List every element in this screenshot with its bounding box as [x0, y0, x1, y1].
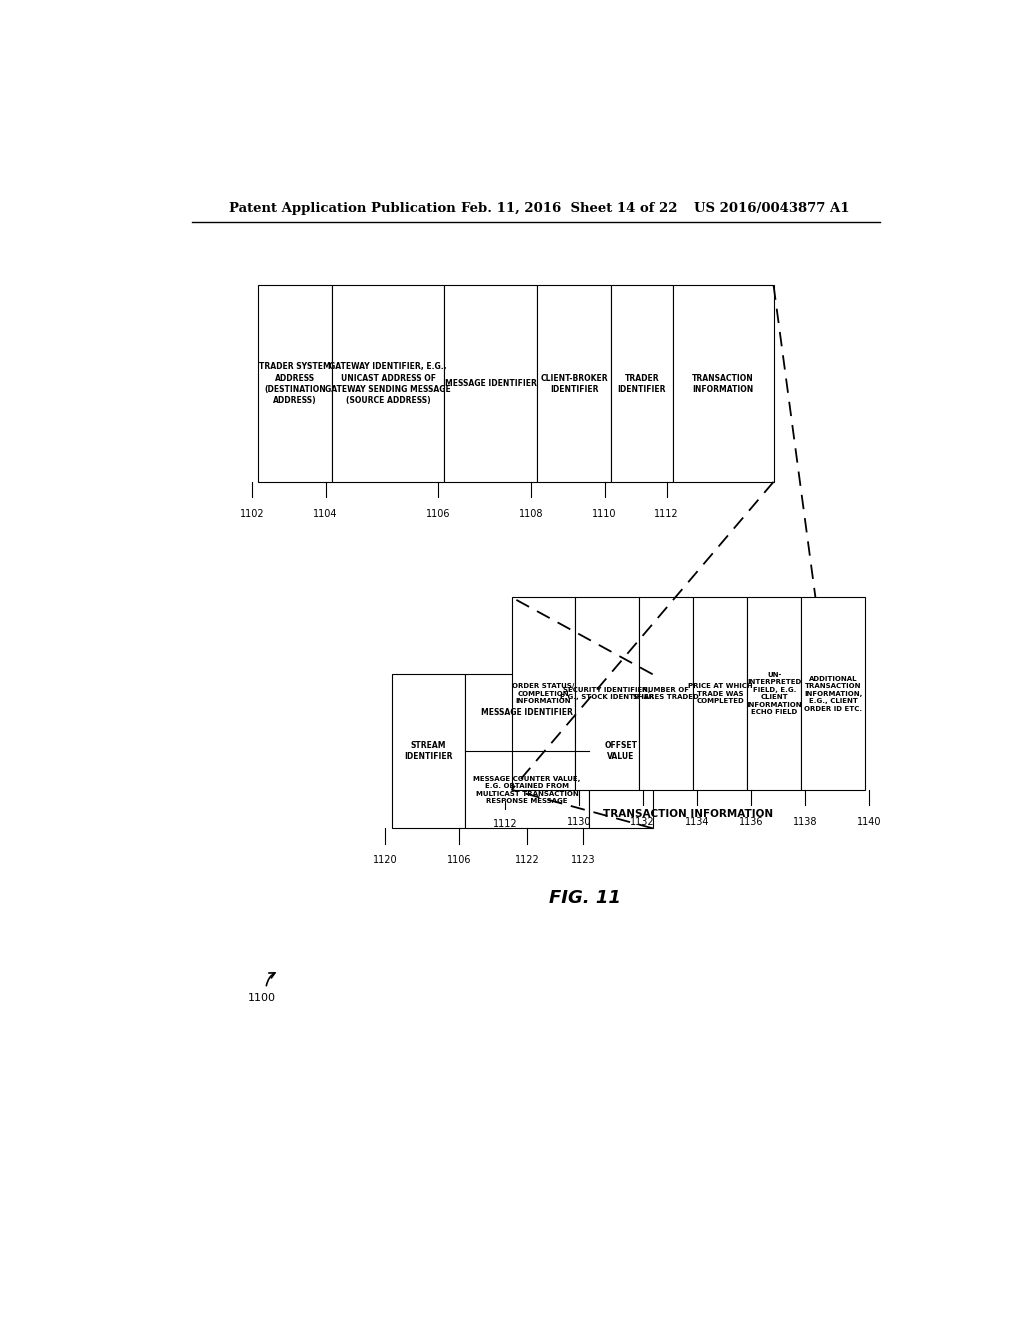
- Bar: [693, 597, 748, 789]
- Text: STREAM
IDENTIFIER: STREAM IDENTIFIER: [404, 742, 453, 762]
- Text: NUMBER OF
SHARES TRADED: NUMBER OF SHARES TRADED: [633, 686, 698, 701]
- Bar: [802, 597, 865, 789]
- Text: 1106: 1106: [446, 855, 471, 865]
- Bar: [639, 597, 693, 789]
- Text: 1132: 1132: [631, 817, 655, 826]
- Bar: [332, 285, 444, 482]
- Bar: [748, 597, 802, 789]
- Text: 1112: 1112: [654, 508, 679, 519]
- Text: TRANSACTION
INFORMATION: TRANSACTION INFORMATION: [692, 374, 754, 393]
- Text: 1112: 1112: [494, 818, 518, 829]
- Bar: [673, 285, 773, 482]
- Bar: [589, 675, 652, 829]
- Text: MESSAGE IDENTIFIER: MESSAGE IDENTIFIER: [481, 709, 573, 717]
- Text: TRANSACTION INFORMATION: TRANSACTION INFORMATION: [603, 809, 773, 818]
- Text: 1100: 1100: [248, 993, 276, 1003]
- Bar: [538, 285, 611, 482]
- Text: 1140: 1140: [857, 817, 881, 826]
- Text: Patent Application Publication: Patent Application Publication: [228, 202, 456, 215]
- Bar: [611, 285, 673, 482]
- Text: 1108: 1108: [519, 508, 544, 519]
- Text: TRADER
IDENTIFIER: TRADER IDENTIFIER: [617, 374, 666, 393]
- Text: 1130: 1130: [567, 817, 591, 826]
- Text: 1138: 1138: [794, 817, 817, 826]
- Bar: [575, 597, 639, 789]
- Text: FIG. 11: FIG. 11: [549, 888, 622, 907]
- Text: MESSAGE COUNTER VALUE,
E.G. OBTAINED FROM
MULTICAST TRANSACTION
RESPONSE MESSAGE: MESSAGE COUNTER VALUE, E.G. OBTAINED FRO…: [473, 776, 581, 804]
- Text: 1104: 1104: [313, 508, 338, 519]
- Bar: [258, 285, 332, 482]
- Text: UN-
INTERPRETED
FIELD, E.G.
CLIENT
INFORMATION
ECHO FIELD: UN- INTERPRETED FIELD, E.G. CLIENT INFOR…: [746, 672, 802, 715]
- Text: 1106: 1106: [426, 508, 451, 519]
- Text: 1102: 1102: [240, 508, 264, 519]
- Bar: [444, 285, 538, 482]
- Text: 1136: 1136: [739, 817, 763, 826]
- Text: TRADER SYSTEM
ADDRESS
(DESTINATION
ADDRESS): TRADER SYSTEM ADDRESS (DESTINATION ADDRE…: [259, 363, 331, 405]
- Text: OFFSET
VALUE: OFFSET VALUE: [604, 742, 637, 762]
- Text: ORDER STATUS/
COMPLETION
INFORMATION: ORDER STATUS/ COMPLETION INFORMATION: [512, 682, 574, 704]
- Text: PRICE AT WHICH
TRADE WAS
COMPLETED: PRICE AT WHICH TRADE WAS COMPLETED: [688, 682, 753, 704]
- Text: 1134: 1134: [685, 817, 709, 826]
- Text: 1122: 1122: [515, 855, 540, 865]
- Text: 1120: 1120: [373, 855, 397, 865]
- Text: SECURITY IDENTIFIER,
E.G., STOCK IDENTIFIER: SECURITY IDENTIFIER, E.G., STOCK IDENTIF…: [560, 686, 654, 701]
- Text: ADDITIONAL
TRANSACTION
INFORMATION,
E.G., CLIENT
ORDER ID ETC.: ADDITIONAL TRANSACTION INFORMATION, E.G.…: [804, 676, 862, 711]
- Text: MESSAGE IDENTIFIER: MESSAGE IDENTIFIER: [444, 379, 537, 388]
- Text: 1123: 1123: [570, 855, 595, 865]
- Bar: [465, 675, 589, 829]
- Text: US 2016/0043877 A1: US 2016/0043877 A1: [693, 202, 849, 215]
- Bar: [512, 597, 575, 789]
- Text: 1110: 1110: [592, 508, 616, 519]
- Text: GATEWAY IDENTIFIER, E.G.,
UNICAST ADDRESS OF
GATEWAY SENDING MESSAGE
(SOURCE ADD: GATEWAY IDENTIFIER, E.G., UNICAST ADDRES…: [326, 363, 451, 405]
- Text: CLIENT-BROKER
IDENTIFIER: CLIENT-BROKER IDENTIFIER: [541, 374, 608, 393]
- Text: Feb. 11, 2016  Sheet 14 of 22: Feb. 11, 2016 Sheet 14 of 22: [461, 202, 678, 215]
- Bar: [391, 675, 465, 829]
